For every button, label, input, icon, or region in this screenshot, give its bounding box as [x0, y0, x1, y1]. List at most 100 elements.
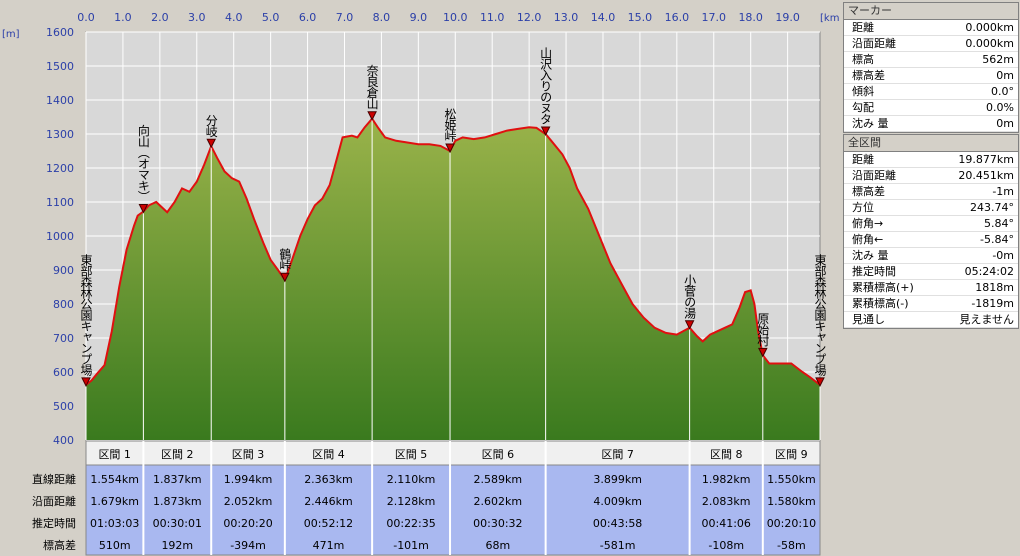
total-panel-value: -5.84°	[980, 233, 1014, 246]
total-panel-title: 全区間	[844, 135, 1018, 152]
total-panel-row: 累積標高(-) -1819m	[844, 296, 1018, 312]
section-diff: 68m	[485, 539, 510, 552]
section-row-label: 沿面距離	[32, 494, 76, 508]
section-surface: 2.128km	[387, 495, 436, 508]
y-tick-label: 1400	[46, 94, 74, 107]
section-surface: 1.873km	[153, 495, 202, 508]
section-name: 区間 7	[601, 448, 634, 461]
marker-pin	[138, 204, 149, 214]
total-panel-row: 標高差 -1m	[844, 184, 1018, 200]
marker-label: 東部森林公園キャンプ場	[79, 253, 93, 376]
marker-pin	[206, 138, 217, 149]
section-time: 01:03:03	[90, 517, 139, 530]
marker-panel-value: 0.000km	[965, 21, 1014, 34]
x-tick-label: 9.0	[410, 11, 428, 24]
section-straight: 2.110km	[387, 473, 436, 486]
marker-panel-row: 勾配 0.0%	[844, 100, 1018, 116]
section-surface: 4.009km	[593, 495, 642, 508]
total-panel-label: 累積標高(-)	[852, 297, 909, 310]
section-diff: -581m	[600, 539, 636, 552]
x-tick-label: 12.0	[517, 11, 542, 24]
total-panel-row: 沿面距離 20.451km	[844, 168, 1018, 184]
total-panel-label: 俯角←	[852, 233, 884, 246]
section-diff: -101m	[393, 539, 429, 552]
section-straight: 1.837km	[153, 473, 202, 486]
marker-panel-row: 沈み 量 0m	[844, 116, 1018, 132]
section-name: 区間 4	[312, 448, 345, 461]
marker-pin	[684, 320, 695, 330]
marker-label: 奈良倉山	[365, 64, 379, 109]
section-diff: 510m	[99, 539, 131, 552]
y-tick-label: 700	[53, 332, 74, 345]
section-row-label: 推定時間	[32, 516, 76, 530]
section-diff: -108m	[708, 539, 744, 552]
section-time: 00:30:32	[473, 517, 522, 530]
marker-panel-value: 0.000km	[965, 37, 1014, 50]
x-tick-label: 19.0	[775, 11, 800, 24]
y-tick-label: 1600	[46, 26, 74, 39]
section-time: 00:20:10	[767, 517, 816, 530]
marker-panel-row: 傾斜 0.0°	[844, 84, 1018, 100]
total-panel-label: 推定時間	[852, 265, 896, 278]
section-name: 区間 1	[98, 448, 131, 461]
section-row-label: 直線距離	[32, 472, 76, 486]
elevation-profile-chart: 400 500 600 700 800 900 1000 1100 1200 1300 1400 15…	[2, 11, 840, 556]
x-tick-label: 17.0	[702, 11, 727, 24]
total-panel-label: 沿面距離	[852, 169, 896, 182]
x-tick-label: 10.0	[443, 11, 468, 24]
marker-panel-row: 標高差 0m	[844, 68, 1018, 84]
y-tick-label: 1100	[46, 196, 74, 209]
y-tick-label: 1500	[46, 60, 74, 73]
x-tick-label: 4.0	[225, 11, 243, 24]
x-tick-label: 6.0	[299, 11, 317, 24]
total-panel-value: 見えません	[959, 313, 1014, 326]
marker-label: 小菅の湯	[683, 273, 697, 319]
x-tick-label: 3.0	[188, 11, 206, 24]
total-panel-label: 距離	[852, 153, 874, 166]
total-panel-label: 沈み 量	[852, 249, 889, 262]
total-panel-value: -0m	[992, 249, 1014, 262]
x-tick-label: 8.0	[373, 11, 391, 24]
total-panel: 全区間 距離 19.877km 沿面距離 20.451km 標高差 -1m 方位 243.74…	[843, 134, 1019, 329]
marker-pin	[367, 111, 377, 121]
total-panel-label: 方位	[852, 201, 874, 214]
marker-label: 分岐	[204, 114, 218, 137]
total-panel-row: 距離 19.877km	[844, 152, 1018, 168]
section-surface: 2.052km	[224, 495, 273, 508]
section-name: 区間 3	[232, 448, 265, 461]
section-time: 00:20:20	[223, 517, 272, 530]
x-tick-label: 18.0	[738, 11, 763, 24]
x-tick-label: 13.0	[554, 11, 579, 24]
total-panel-value: -1m	[992, 185, 1014, 198]
total-panel-value: 243.74°	[970, 201, 1014, 214]
total-panel-row: 沈み 量 -0m	[844, 248, 1018, 264]
total-panel-value: 20.451km	[958, 169, 1014, 182]
section-name: 区間 8	[710, 448, 743, 461]
x-tick-label: 15.0	[628, 11, 653, 24]
section-diff: 471m	[313, 539, 345, 552]
y-tick-label: 1200	[46, 162, 74, 175]
marker-pin	[445, 143, 455, 154]
section-time: 00:41:06	[702, 517, 751, 530]
marker-panel-label: 勾配	[852, 101, 874, 114]
section-data-block	[85, 464, 821, 556]
marker-panel-label: 標高	[852, 53, 874, 66]
marker-panel-label: 沈み 量	[852, 117, 889, 130]
section-name: 区間 9	[775, 448, 808, 461]
total-panel-value: -1819m	[971, 297, 1014, 310]
marker-panel-value: 562m	[982, 53, 1014, 66]
total-panel-row: 推定時間 05:24:02	[844, 264, 1018, 280]
marker-panel-label: 距離	[852, 21, 874, 34]
marker-pin	[757, 347, 768, 358]
x-tick-label: 16.0	[665, 11, 690, 24]
y-tick-label: 1300	[46, 128, 74, 141]
section-surface: 1.679km	[90, 495, 139, 508]
section-straight: 1.550km	[767, 473, 816, 486]
section-straight: 3.899km	[593, 473, 642, 486]
marker-label: 松姫峠	[443, 108, 457, 142]
x-tick-label: 11.0	[480, 11, 505, 24]
marker-panel-value: 0m	[996, 69, 1014, 82]
marker-panel-label: 沿面距離	[852, 37, 896, 50]
y-tick-label: 500	[53, 400, 74, 413]
total-panel-row: 方位 243.74°	[844, 200, 1018, 216]
